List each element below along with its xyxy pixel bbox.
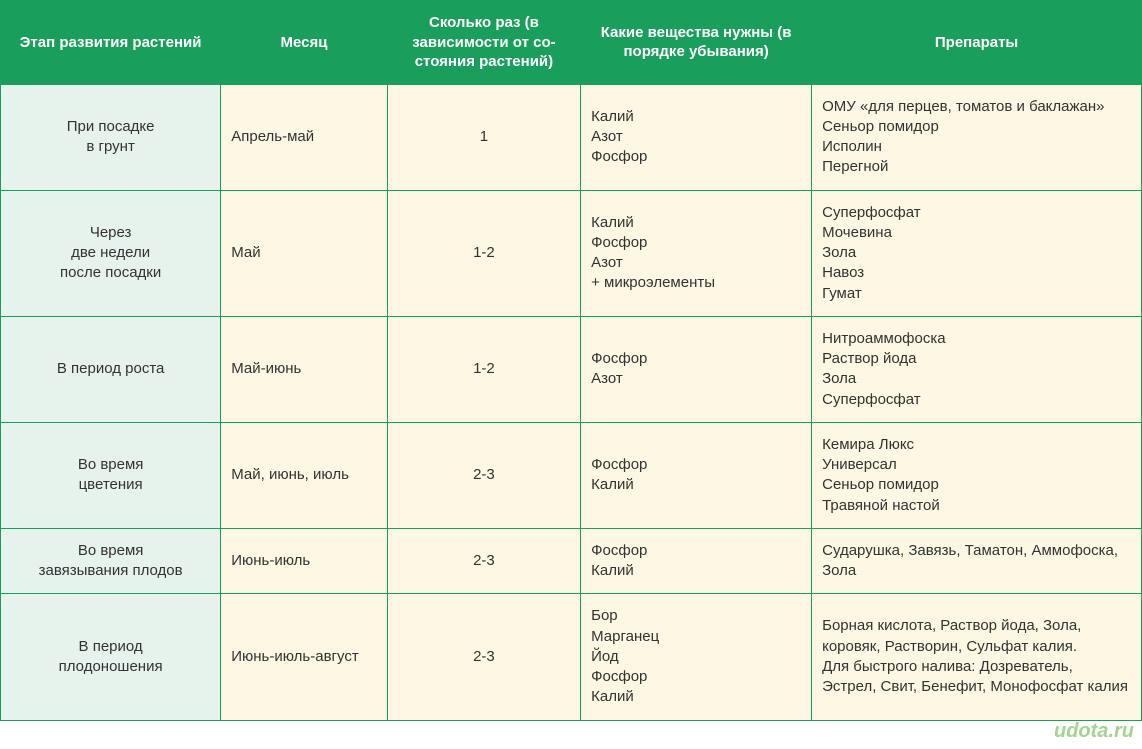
cell-stage: В периодплодоношения — [1, 594, 221, 720]
table-row: В периодплодоношения Июнь-июль-август 2-… — [1, 594, 1142, 720]
table-body: При посадкев грунт Апрель-май 1 КалийАзо… — [1, 84, 1142, 720]
header-count: Сколько раз (в зависимости от со­стояния… — [387, 1, 580, 85]
table-header-row: Этап развития растений Месяц Сколько раз… — [1, 1, 1142, 85]
watermark-text: udota.ru — [1054, 720, 1134, 743]
cell-count: 1 — [387, 84, 580, 190]
cell-preparations: НитроаммофоскаРаствор йодаЗолаСуперфосфа… — [812, 316, 1142, 422]
cell-month: Июнь-июль-август — [221, 594, 388, 720]
cell-preparations: Борная кислота, Раствор йода, Зола,коров… — [812, 594, 1142, 720]
table: Этап развития растений Месяц Сколько раз… — [0, 0, 1142, 721]
cell-substances: БорМарганецЙодФосфорКалий — [581, 594, 812, 720]
cell-preparations: СуперфосфатМочевинаЗолаНавозГумат — [812, 190, 1142, 316]
cell-substances: ФосфорКалий — [581, 528, 812, 594]
cell-stage: В период роста — [1, 316, 221, 422]
header-month: Месяц — [221, 1, 388, 85]
cell-month: Май — [221, 190, 388, 316]
cell-month: Апрель-май — [221, 84, 388, 190]
cell-month: Июнь-июль — [221, 528, 388, 594]
header-stage: Этап развития растений — [1, 1, 221, 85]
table-row: В период роста Май-июнь 1-2 ФосфорАзот Н… — [1, 316, 1142, 422]
table-row: Черездве неделипосле посадки Май 1-2 Кал… — [1, 190, 1142, 316]
cell-count: 2-3 — [387, 422, 580, 528]
cell-substances: КалийФосфорАзот+ микроэлементы — [581, 190, 812, 316]
cell-stage: Во времяцветения — [1, 422, 221, 528]
cell-month: Май-июнь — [221, 316, 388, 422]
cell-count: 1-2 — [387, 190, 580, 316]
cell-substances: ФосфорАзот — [581, 316, 812, 422]
cell-stage: Во времязавязывания плодов — [1, 528, 221, 594]
table-row: Во времяцветения Май, июнь, июль 2-3 Фос… — [1, 422, 1142, 528]
table-row: Во времязавязывания плодов Июнь-июль 2-3… — [1, 528, 1142, 594]
cell-count: 2-3 — [387, 528, 580, 594]
cell-substances: КалийАзотФосфор — [581, 84, 812, 190]
cell-preparations: Сударушка, Завязь, Таматон, Аммофоска,Зо… — [812, 528, 1142, 594]
cell-stage: При посадкев грунт — [1, 84, 221, 190]
cell-count: 1-2 — [387, 316, 580, 422]
cell-month: Май, июнь, июль — [221, 422, 388, 528]
cell-preparations: Кемира ЛюксУниверсалСеньор помидорТравян… — [812, 422, 1142, 528]
cell-count: 2-3 — [387, 594, 580, 720]
cell-substances: ФосфорКалий — [581, 422, 812, 528]
header-substances: Какие вещества нужны (в порядке убывания… — [581, 1, 812, 85]
cell-preparations: ОМУ «для перцев, томатов и баклажан»Сень… — [812, 84, 1142, 190]
header-preparations: Препараты — [812, 1, 1142, 85]
table-row: При посадкев грунт Апрель-май 1 КалийАзо… — [1, 84, 1142, 190]
cell-stage: Черездве неделипосле посадки — [1, 190, 221, 316]
feeding-schedule-table: Этап развития растений Месяц Сколько раз… — [0, 0, 1142, 721]
